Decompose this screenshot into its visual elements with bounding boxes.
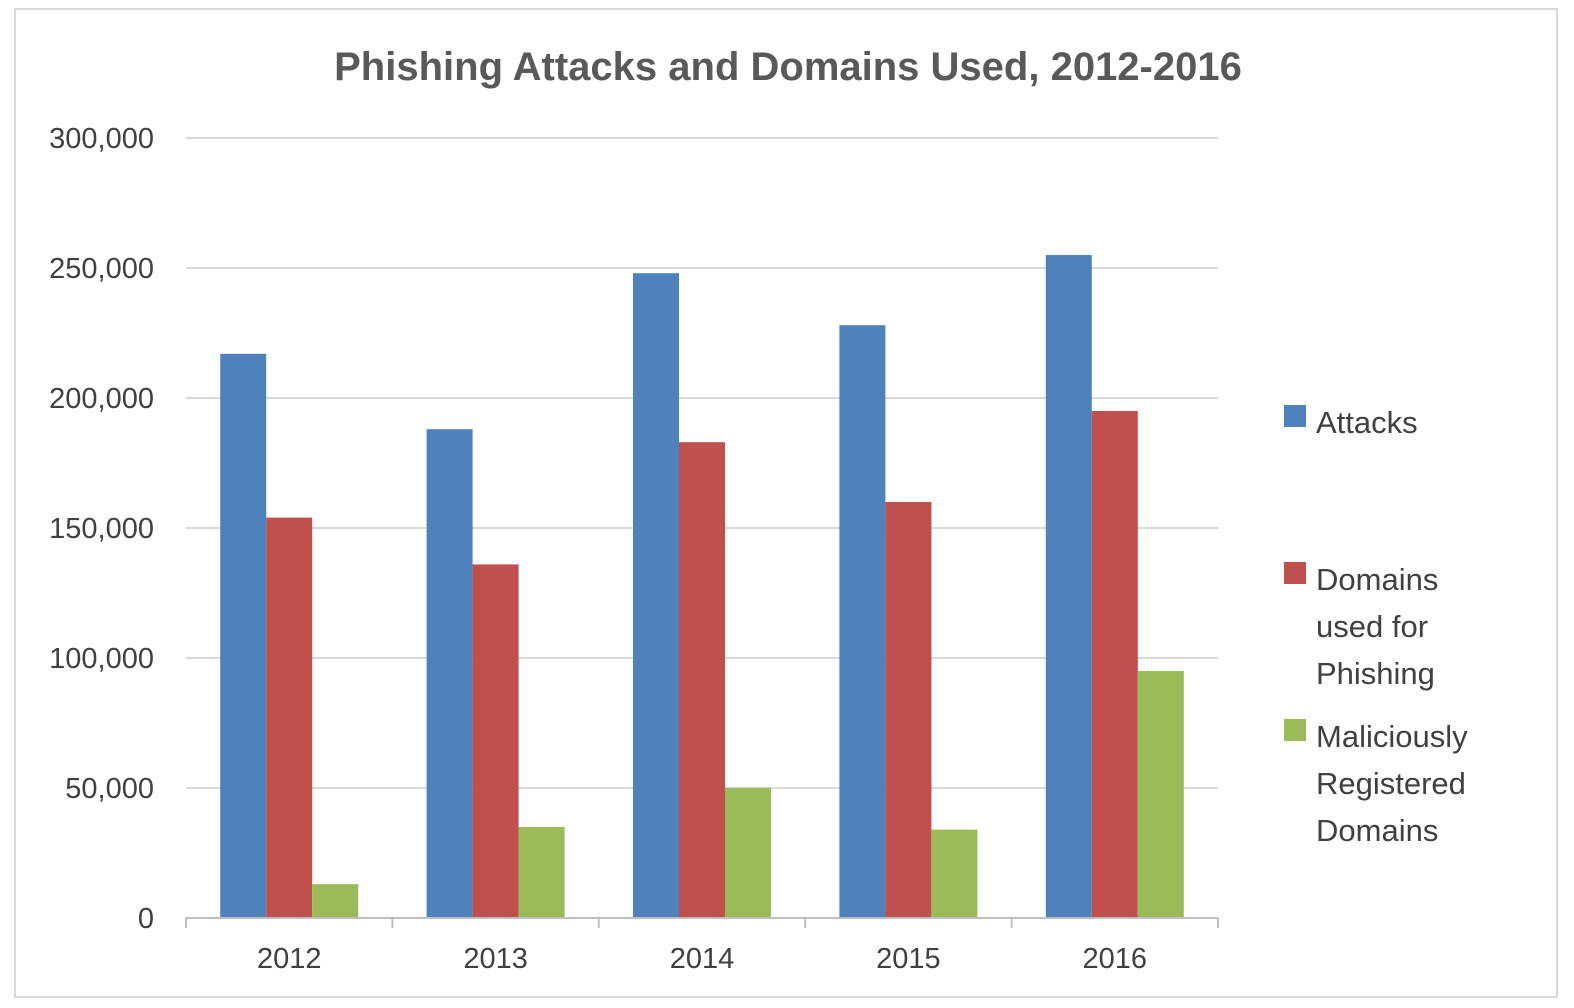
x-tick-label: 2014 — [670, 943, 735, 975]
bar — [1137, 671, 1184, 918]
bar — [931, 829, 978, 918]
bar — [220, 353, 267, 918]
bar — [1045, 255, 1092, 918]
x-tick-label: 2012 — [257, 943, 322, 975]
y-tick-label: 200,000 — [49, 383, 154, 415]
y-tick-label: 0 — [138, 903, 154, 935]
legend: Attacks Domains used for Phishing Maliciousl… — [1284, 405, 1468, 848]
y-axis: 0 50,000 100,000 150,000 200,000 250,000 300,0… — [49, 123, 154, 935]
bar — [725, 788, 771, 918]
y-tick-label: 150,000 — [49, 513, 154, 545]
legend-swatch — [1284, 405, 1306, 427]
legend-swatch — [1284, 562, 1306, 584]
y-tick-label: 250,000 — [49, 253, 154, 285]
bar — [266, 517, 313, 918]
bar — [518, 827, 565, 918]
legend-label: Domains used for Phishing — [1316, 562, 1438, 691]
bar — [633, 273, 679, 918]
bar — [1091, 411, 1138, 918]
legend-label: Maliciously Registered Domains — [1316, 719, 1468, 848]
bar — [426, 429, 473, 918]
bar — [312, 884, 359, 918]
x-axis: 2012 2013 2014 2015 2016 — [185, 917, 1219, 975]
y-tick-label: 50,000 — [65, 773, 154, 805]
bar — [472, 564, 519, 918]
legend-swatch — [1284, 719, 1306, 741]
bar — [839, 325, 886, 918]
bar — [679, 442, 725, 918]
x-tick-label: 2015 — [876, 943, 941, 975]
x-tick-label: 2013 — [463, 943, 528, 975]
bar — [885, 502, 932, 918]
legend-label: Attacks — [1316, 405, 1418, 440]
x-tick-label: 2016 — [1083, 943, 1148, 975]
chart-title: Phishing Attacks and Domains Used, 2012-… — [334, 45, 1242, 89]
y-tick-label: 100,000 — [49, 643, 154, 675]
bars — [220, 255, 1184, 918]
y-tick-label: 300,000 — [49, 123, 154, 155]
